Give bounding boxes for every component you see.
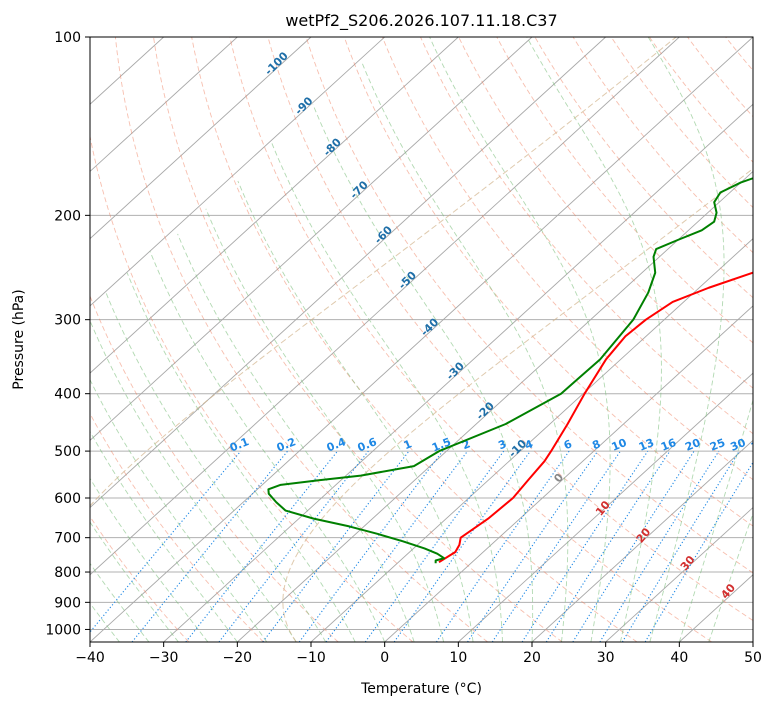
y-tick-label: 200 (54, 208, 81, 224)
y-tick-label: 100 (54, 30, 81, 46)
x-tick-label: 0 (380, 650, 389, 666)
chart-title: wetPf2_S206.2026.107.11.18.C37 (285, 11, 557, 31)
y-tick-label: 300 (54, 313, 81, 329)
x-tick-label: 10 (449, 650, 467, 666)
x-tick-label: 20 (523, 650, 541, 666)
x-tick-label: −10 (296, 650, 326, 666)
x-tick-label: 30 (597, 650, 615, 666)
x-tick-label: −40 (75, 650, 105, 666)
y-tick-label: 400 (54, 387, 81, 403)
y-tick-label: 600 (54, 491, 81, 507)
y-tick-label: 500 (54, 444, 81, 460)
x-tick-label: −20 (223, 650, 253, 666)
y-tick-label: 700 (54, 531, 81, 547)
y-tick-label: 900 (54, 595, 81, 611)
x-axis-label: Temperature (°C) (360, 681, 482, 697)
y-axis-label: Pressure (hPa) (11, 289, 27, 389)
y-tick-label: 1000 (45, 622, 81, 638)
y-tick-label: 800 (54, 565, 81, 581)
x-tick-label: −30 (149, 650, 179, 666)
x-tick-label: 40 (670, 650, 688, 666)
x-tick-label: 50 (744, 650, 762, 666)
